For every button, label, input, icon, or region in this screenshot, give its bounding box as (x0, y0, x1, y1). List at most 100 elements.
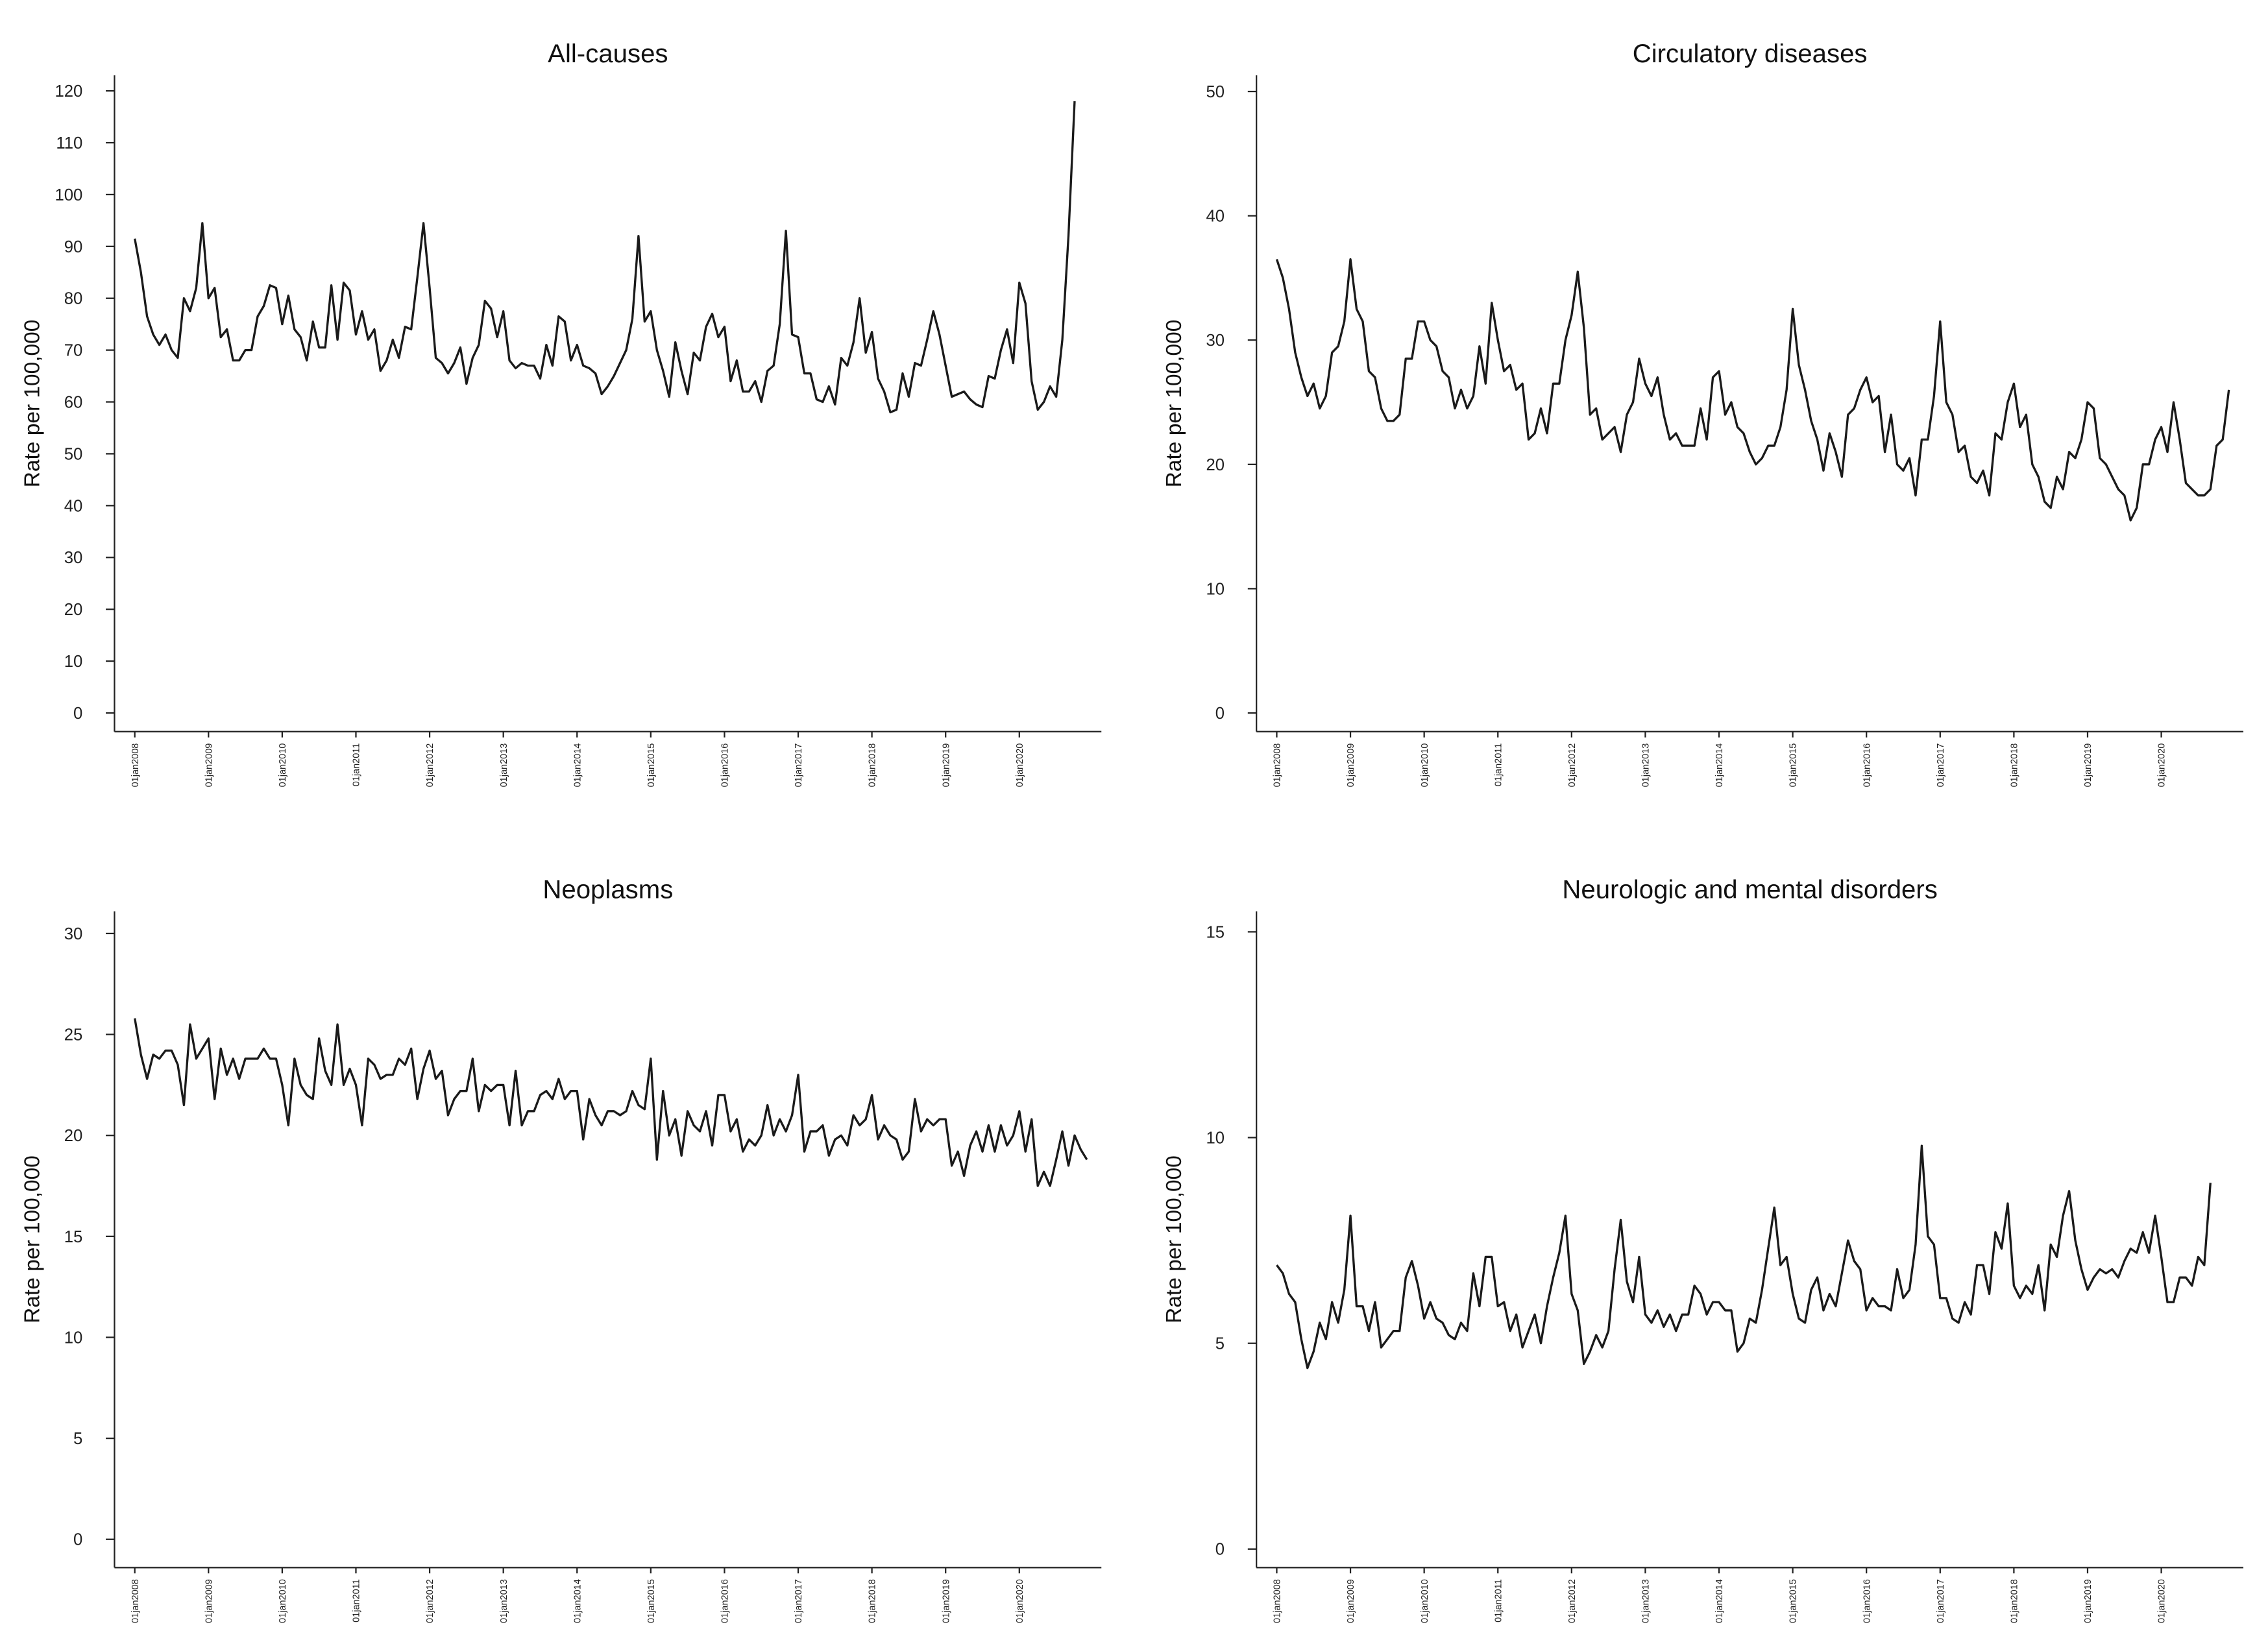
data-line (1276, 1144, 2212, 1369)
x-tick-label: 01jan2016 (1862, 743, 1872, 788)
y-tick-label: 30 (1206, 332, 1225, 350)
y-axis-label: Rate per 100,000 (20, 320, 44, 488)
x-tick-label: 01jan2015 (646, 743, 657, 788)
x-tick-label: 01jan2018 (868, 743, 878, 788)
y-tick-label: 20 (64, 1127, 83, 1145)
x-tick-label: 01jan2015 (1788, 1579, 1799, 1623)
y-tick-label: 0 (1215, 705, 1225, 723)
x-tick-label: 01jan2014 (572, 1579, 583, 1623)
y-axis-label: Rate per 100,000 (20, 1155, 44, 1323)
x-tick-label: 01jan2013 (499, 743, 509, 788)
y-tick-label: 120 (55, 82, 82, 101)
y-tick-label: 70 (64, 342, 83, 360)
x-tick-label: 01jan2008 (130, 743, 141, 788)
x-tick-label: 01jan2016 (1862, 1579, 1872, 1623)
x-tick-label: 01jan2018 (868, 1579, 878, 1623)
x-tick-label: 01jan2012 (1567, 1579, 1578, 1623)
x-tick-label: 01jan2020 (2157, 1579, 2167, 1623)
x-tick-label: 01jan2014 (1714, 1579, 1725, 1623)
x-tick-label: 01jan2011 (1493, 1579, 1504, 1622)
x-tick-label: 01jan2017 (794, 1579, 804, 1623)
x-tick-label: 01jan2012 (1567, 743, 1578, 788)
y-axis-label: Rate per 100,000 (1162, 1155, 1186, 1323)
panel: All-causes Rate per 100,000 0 10 20 30 40 50 60 7… (20, 39, 1102, 788)
x-tick-label: 01jan2013 (1641, 1579, 1652, 1623)
chart-title: All-causes (548, 39, 668, 68)
x-tick-label: 01jan2017 (1936, 1579, 1946, 1623)
y-tick-label: 10 (64, 1329, 83, 1347)
y-tick-label: 40 (64, 497, 83, 515)
x-tick-label: 01jan2019 (2083, 743, 2093, 788)
x-tick-label: 01jan2014 (1714, 743, 1725, 788)
x-tick-label: 01jan2013 (499, 1579, 509, 1623)
x-tick-label: 01jan2020 (1015, 1579, 1025, 1623)
data-line (1275, 258, 2230, 522)
y-tick-label: 0 (73, 1531, 82, 1549)
chart-title: Circulatory diseases (1633, 39, 1868, 68)
x-tick-label: 01jan2018 (2010, 1579, 2020, 1623)
x-tick-label: 01jan2011 (352, 1579, 362, 1622)
x-tick-label: 01jan2018 (2010, 743, 2020, 788)
x-tick-label: 01jan2020 (2157, 743, 2167, 788)
y-tick-label: 90 (64, 238, 83, 256)
y-tick-label: 15 (1206, 923, 1225, 941)
y-tick-label: 50 (1206, 83, 1225, 101)
x-tick-label: 01jan2020 (1015, 743, 1025, 788)
y-tick-label: 0 (73, 705, 82, 723)
x-tick-label: 01jan2012 (425, 1579, 435, 1623)
y-tick-label: 5 (73, 1430, 82, 1448)
x-tick-label: 01jan2009 (1346, 743, 1356, 788)
y-tick-label: 60 (64, 393, 83, 411)
y-tick-label: 50 (64, 445, 83, 463)
y-tick-label: 40 (1206, 208, 1225, 226)
panel: Neoplasms Rate per 100,000 0 5 10 15 20 25 30 01j… (20, 875, 1102, 1623)
y-tick-label: 20 (1206, 456, 1225, 474)
y-axis-label: Rate per 100,000 (1162, 320, 1186, 488)
data-line (134, 101, 1076, 414)
x-tick-label: 01jan2008 (1273, 1579, 1283, 1623)
x-tick-label: 01jan2009 (1346, 1579, 1356, 1623)
x-tick-label: 01jan2008 (130, 1579, 141, 1623)
x-tick-label: 01jan2016 (720, 1579, 731, 1623)
y-tick-label: 15 (64, 1228, 83, 1246)
y-tick-label: 10 (1206, 1129, 1225, 1147)
x-tick-label: 01jan2012 (425, 743, 435, 788)
y-tick-label: 20 (64, 601, 83, 619)
y-tick-label: 30 (64, 549, 83, 567)
x-tick-label: 01jan2011 (1493, 743, 1504, 787)
x-tick-label: 01jan2016 (720, 743, 731, 788)
x-tick-label: 01jan2010 (1420, 1579, 1430, 1623)
y-tick-label: 30 (64, 925, 83, 943)
y-tick-label: 10 (64, 653, 83, 671)
y-tick-label: 25 (64, 1026, 83, 1044)
y-tick-label: 80 (64, 290, 83, 308)
x-tick-label: 01jan2019 (941, 743, 951, 788)
x-tick-label: 01jan2013 (1641, 743, 1652, 788)
x-tick-label: 01jan2010 (278, 743, 288, 788)
chart-title: Neoplasms (543, 875, 673, 904)
x-tick-label: 01jan2009 (204, 1579, 214, 1623)
y-tick-label: 10 (1206, 580, 1225, 598)
y-tick-label: 100 (55, 186, 82, 204)
y-tick-label: 5 (1215, 1335, 1225, 1353)
x-tick-label: 01jan2019 (2083, 1579, 2093, 1623)
data-line (134, 1018, 1088, 1187)
x-tick-label: 01jan2011 (352, 743, 362, 787)
x-tick-label: 01jan2015 (1788, 743, 1799, 788)
x-tick-label: 01jan2009 (204, 743, 214, 788)
y-tick-label: 0 (1215, 1541, 1225, 1559)
x-tick-label: 01jan2008 (1273, 743, 1283, 788)
x-tick-label: 01jan2010 (1420, 743, 1430, 788)
x-tick-label: 01jan2017 (1936, 743, 1946, 788)
x-tick-label: 01jan2015 (646, 1579, 657, 1623)
chart-title: Neurologic and mental disorders (1562, 875, 1938, 904)
panel: Circulatory diseases Rate per 100,000 0 10 2… (1162, 39, 2244, 788)
x-tick-label: 01jan2010 (278, 1579, 288, 1623)
x-tick-label: 01jan2017 (794, 743, 804, 788)
x-tick-label: 01jan2019 (941, 1579, 951, 1623)
panel: Neurologic and mental disorders Rate per … (1162, 875, 2244, 1623)
x-tick-label: 01jan2014 (572, 743, 583, 788)
y-tick-label: 110 (56, 134, 82, 152)
